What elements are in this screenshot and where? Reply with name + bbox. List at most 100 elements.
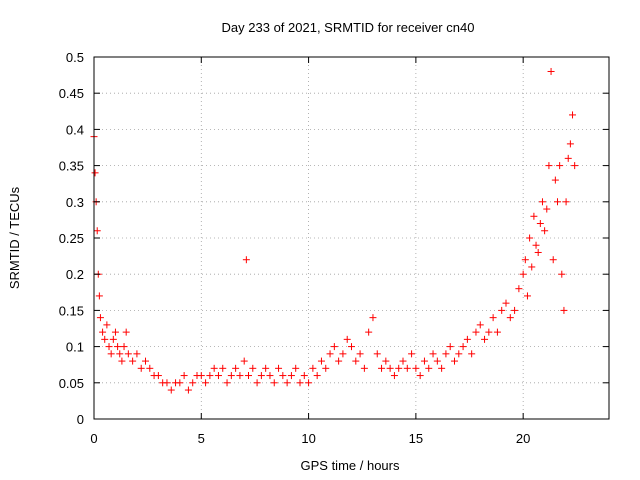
data-point: [103, 321, 111, 329]
data-point: [232, 364, 240, 372]
data-point: [352, 357, 360, 365]
data-point: [536, 220, 544, 228]
data-point: [137, 364, 145, 372]
data-point: [189, 379, 197, 387]
data-point: [485, 328, 493, 336]
data-point: [378, 364, 386, 372]
data-point: [91, 169, 99, 177]
data-point: [468, 350, 476, 358]
data-point: [180, 372, 188, 380]
data-point: [399, 357, 407, 365]
data-point: [270, 379, 278, 387]
data-point: [446, 343, 454, 351]
data-point: [287, 372, 295, 380]
data-point: [369, 314, 377, 322]
x-tick-label: 10: [301, 431, 315, 446]
data-point: [214, 372, 222, 380]
data-point: [292, 364, 300, 372]
data-point: [451, 357, 458, 365]
data-point: [296, 379, 304, 387]
data-point: [249, 364, 257, 372]
x-tick-label: 15: [409, 431, 423, 446]
data-point: [562, 198, 570, 206]
data-point: [348, 343, 355, 351]
data-point: [521, 256, 529, 264]
data-point: [515, 285, 523, 293]
data-point: [481, 335, 489, 343]
data-point: [116, 350, 124, 358]
data-point: [538, 198, 546, 206]
data-point: [390, 372, 398, 380]
grid-lines: [94, 57, 609, 419]
data-point: [502, 299, 510, 307]
data-point: [118, 357, 126, 365]
data-point: [95, 292, 103, 300]
data-point: [558, 270, 566, 278]
data-point: [142, 357, 149, 365]
data-point: [96, 314, 104, 322]
data-point: [120, 343, 128, 351]
data-point: [122, 328, 130, 336]
data-point: [339, 350, 347, 358]
plot-frame: [93, 56, 610, 420]
data-point: [227, 372, 235, 380]
data-point: [101, 335, 109, 343]
y-tick-label: 0.35: [59, 159, 84, 174]
data-point: [547, 67, 555, 75]
data-point: [463, 335, 471, 343]
data-point: [105, 343, 113, 351]
data-point: [566, 140, 574, 148]
chart-title: Day 233 of 2021, SRMTID for receiver cn4…: [222, 20, 475, 35]
data-point: [300, 372, 308, 380]
data-point: [498, 306, 506, 314]
data-point: [219, 364, 227, 372]
data-point: [551, 176, 559, 184]
data-point: [197, 372, 205, 380]
data-point: [111, 328, 119, 336]
data-point: [317, 357, 325, 365]
data-point: [283, 379, 291, 387]
data-point: [309, 364, 317, 372]
data-point: [360, 364, 368, 372]
data-point: [556, 162, 564, 170]
data-point: [93, 227, 101, 235]
x-tick-label: 20: [516, 431, 530, 446]
data-point: [245, 372, 252, 380]
y-tick-label: 0.15: [59, 303, 84, 318]
data-point: [322, 364, 330, 372]
data-point: [541, 227, 549, 235]
data-point: [549, 256, 557, 264]
y-tick-label: 0.45: [59, 86, 84, 101]
y-tick-label: 0.05: [59, 376, 84, 391]
data-point: [506, 314, 514, 322]
x-tick-label: 5: [198, 431, 205, 446]
data-point: [109, 335, 117, 343]
data-point: [206, 372, 214, 380]
data-point: [107, 350, 115, 358]
data-point: [519, 270, 527, 278]
y-tick-label: 0.25: [59, 231, 84, 246]
data-point: [530, 212, 538, 220]
data-point: [571, 162, 579, 170]
data-point: [356, 350, 364, 358]
data-point: [511, 306, 519, 314]
data-point: [176, 379, 184, 387]
data-point: [543, 205, 551, 213]
data-point: [472, 328, 480, 336]
data-point: [146, 364, 154, 372]
y-tick-label: 0.4: [66, 122, 84, 137]
data-point: [373, 350, 381, 358]
data-point: [560, 306, 568, 314]
data-point: [526, 234, 534, 242]
data-point: [408, 350, 416, 358]
data-point: [442, 350, 450, 358]
data-point: [386, 364, 394, 372]
y-tick-label: 0.2: [66, 267, 84, 282]
data-point: [253, 379, 261, 387]
axis-ticks: 0 0.05 0.1 0.15 0.2 0.25 0.3 0.35 0.4 0.45 0.5 0 5 10…: [59, 50, 609, 446]
data-point: [326, 350, 334, 358]
data-point: [476, 321, 484, 329]
data-point: [236, 372, 244, 380]
data-point: [416, 372, 424, 380]
